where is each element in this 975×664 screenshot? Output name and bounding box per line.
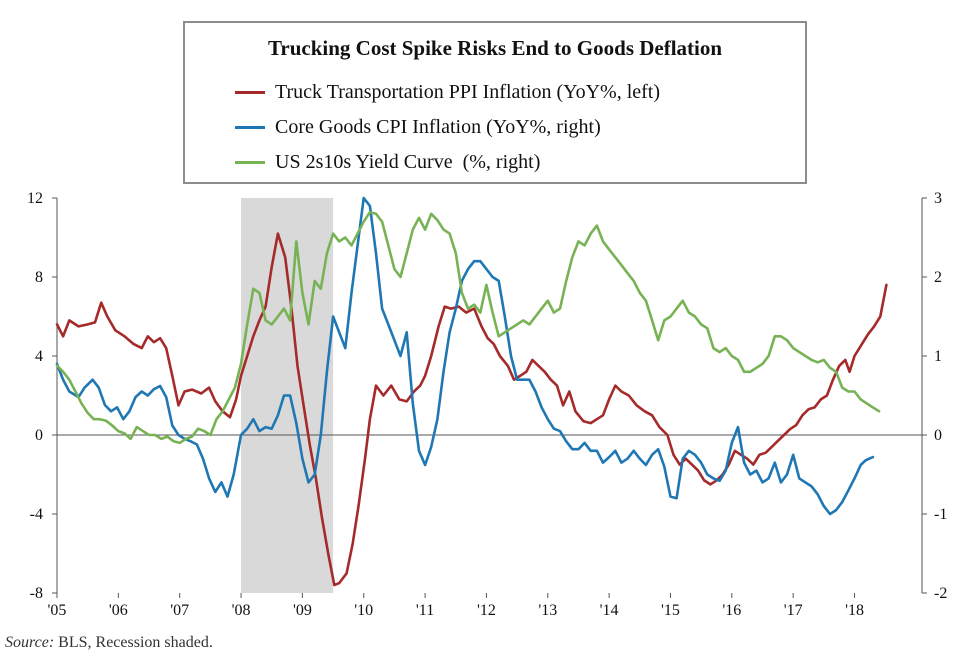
right-tick-label: -1 xyxy=(934,506,947,523)
right-tick-label: -2 xyxy=(934,585,947,602)
legend-item-core-goods-cpi: Core Goods CPI Inflation (YoY%, right) xyxy=(235,114,601,140)
truck-ppi-line xyxy=(55,232,888,587)
legend-item-yield-curve: US 2s10s Yield Curve (%, right) xyxy=(235,149,540,175)
x-tick-label: '16 xyxy=(722,602,741,619)
left-tick-label: 0 xyxy=(35,427,43,444)
series-lines xyxy=(55,196,888,587)
legend-item-truck-ppi: Truck Transportation PPI Inflation (YoY%… xyxy=(235,79,660,105)
x-tick-label: '09 xyxy=(293,602,312,619)
left-tick-label: 8 xyxy=(35,269,43,286)
left-tick-label: 4 xyxy=(35,348,43,365)
x-tick-label: '17 xyxy=(784,602,803,619)
right-tick-label: 0 xyxy=(934,427,942,444)
legend-swatch-core-goods-cpi xyxy=(235,125,265,129)
x-tick-label: '05 xyxy=(48,602,67,619)
x-tick-label: '08 xyxy=(232,602,251,619)
legend-label-truck-ppi: Truck Transportation PPI Inflation (YoY%… xyxy=(275,80,661,103)
x-tick-label: '18 xyxy=(845,602,864,619)
legend-swatch-yield-curve xyxy=(235,160,265,164)
axes xyxy=(52,197,927,598)
right-tick-label: 1 xyxy=(934,348,942,365)
core-goods-cpi-line xyxy=(55,196,875,516)
legend: Trucking Cost Spike Risks End to Goods D… xyxy=(183,21,807,184)
x-tick-label: '12 xyxy=(477,602,496,619)
x-tick-label: '06 xyxy=(109,602,128,619)
right-tick-label: 2 xyxy=(934,269,942,286)
left-tick-label: 12 xyxy=(27,190,43,207)
yield-curve-line xyxy=(55,210,881,445)
left-tick-label: -8 xyxy=(30,585,43,602)
legend-swatch-truck-ppi xyxy=(235,90,265,94)
x-tick-label: '13 xyxy=(538,602,557,619)
source-label: Source: xyxy=(5,634,55,651)
x-tick-label: '15 xyxy=(661,602,680,619)
x-tick-label: '14 xyxy=(600,602,619,619)
left-tick-label: -4 xyxy=(30,506,43,523)
right-tick-label: 3 xyxy=(934,190,942,207)
chart-title: Trucking Cost Spike Risks End to Goods D… xyxy=(267,36,723,60)
source-note: Source: BLS, Recession shaded. xyxy=(5,634,213,652)
source-text: BLS, Recession shaded. xyxy=(54,634,213,651)
x-tick-label: '07 xyxy=(170,602,189,619)
x-tick-label: '10 xyxy=(354,602,373,619)
legend-label-yield-curve: US 2s10s Yield Curve (%, right) xyxy=(275,150,541,173)
x-tick-label: '11 xyxy=(416,602,434,619)
legend-label-core-goods-cpi: Core Goods CPI Inflation (YoY%, right) xyxy=(275,115,601,138)
tick-labels: 12 8 4 0 -4 -8 3 2 1 0 -1 -2 '05 '06 '07 '08 '09 '10 '11 '1… xyxy=(27,190,947,619)
